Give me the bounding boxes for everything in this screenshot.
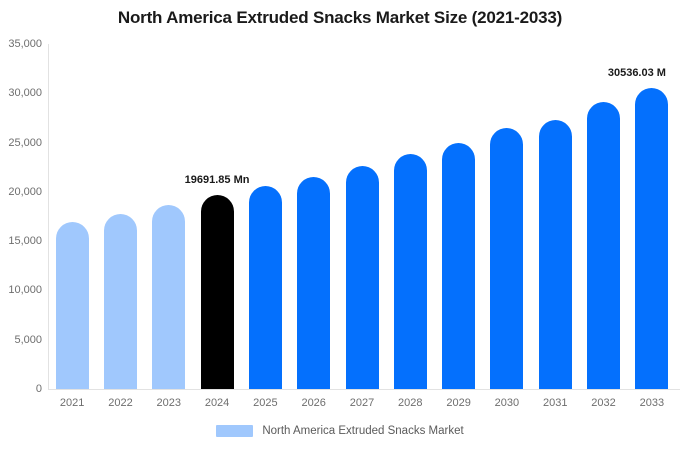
x-axis-tick-label: 2022	[108, 397, 133, 409]
bar-2023[interactable]	[152, 204, 186, 389]
y-axis-tick-label: 35,000	[8, 38, 42, 50]
legend-label: North America Extruded Snacks Market	[262, 425, 464, 437]
bar-2025[interactable]	[248, 185, 282, 389]
chart-legend: North America Extruded Snacks Market	[0, 425, 680, 437]
x-axis-tick-label: 2031	[542, 397, 568, 409]
x-axis-tick-label: 2030	[494, 397, 520, 409]
legend-item[interactable]: North America Extruded Snacks Market	[216, 425, 464, 437]
x-axis-tick-label: 2033	[639, 397, 665, 409]
x-axis-tick-label: 2024	[204, 397, 230, 409]
y-axis-labels: 35,000 30,000 25,000 20,000 15,000 10,000 5,00…	[0, 0, 42, 450]
x-axis-tick-label: 2025	[253, 397, 278, 409]
bar-2030[interactable]	[490, 128, 524, 389]
bar-2021[interactable]	[55, 221, 89, 389]
y-axis-tick-label: 20,000	[8, 185, 42, 198]
x-axis-tick-label: 2027	[349, 397, 375, 409]
bar-2032[interactable]	[587, 102, 621, 389]
x-axis-tick-label: 2026	[301, 397, 326, 409]
bar-2033[interactable]	[635, 88, 669, 389]
x-axis-tick-label: 2021	[59, 397, 85, 409]
bar-2026[interactable]	[297, 177, 331, 389]
y-axis-tick-label: 30,000	[8, 87, 42, 100]
x-axis-line	[48, 389, 680, 390]
chart-title: North America Extruded Snacks Market Siz…	[117, 8, 563, 27]
bar-2029[interactable]	[442, 143, 476, 389]
bar-2031[interactable]	[538, 119, 572, 389]
bar-2024[interactable]	[200, 194, 234, 389]
y-axis-tick-label: 5,000	[14, 333, 42, 346]
bar-2027[interactable]	[345, 166, 379, 389]
x-axis-tick-label: 2023	[156, 397, 182, 409]
bar-2028[interactable]	[393, 154, 427, 389]
x-axis-tick-label: 2028	[398, 397, 423, 409]
y-axis-tick-label: 0	[35, 383, 42, 395]
y-axis-tick-label: 15,000	[8, 235, 42, 248]
x-axis-tick-label: 2029	[446, 397, 471, 409]
y-axis-tick-label: 25,000	[8, 136, 42, 149]
legend-swatch-icon	[216, 425, 254, 437]
data-label-2033: 30536.03 M	[607, 67, 666, 79]
data-label-2024: 19691.85 Mn	[184, 173, 250, 186]
y-axis-line	[48, 44, 49, 390]
y-axis-tick-label: 10,000	[8, 284, 42, 297]
bar-2022[interactable]	[103, 213, 137, 389]
x-axis-tick-label: 2032	[591, 397, 616, 409]
